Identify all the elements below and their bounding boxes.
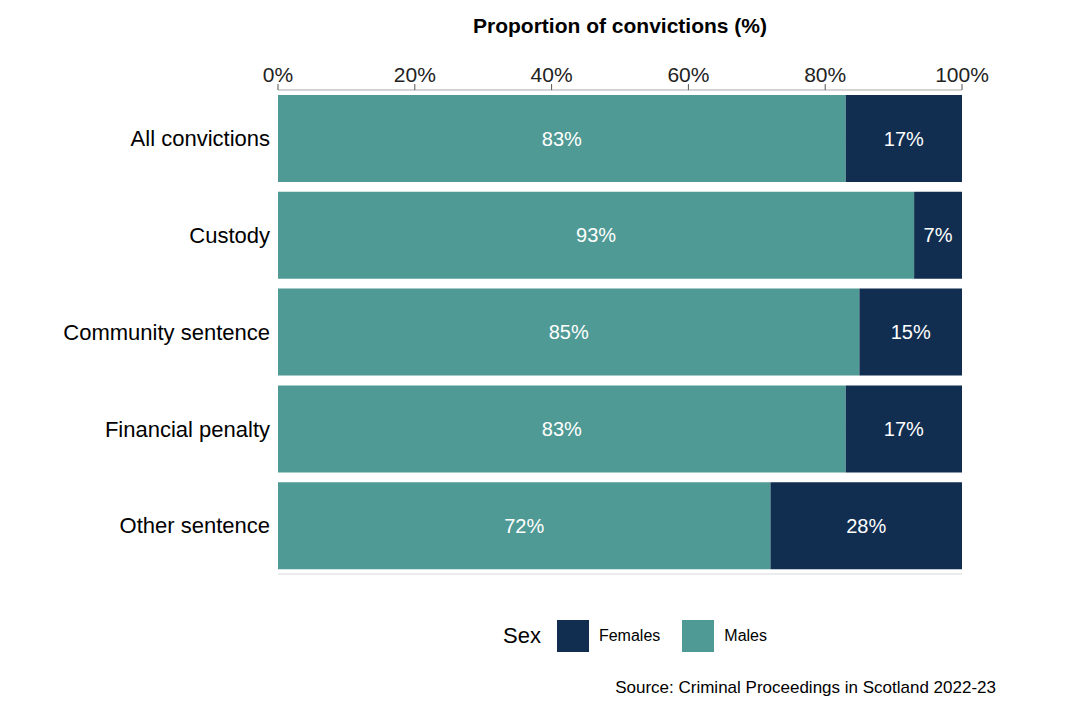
svg-text:83%: 83% xyxy=(542,128,582,150)
svg-text:17%: 17% xyxy=(884,418,924,440)
svg-text:15%: 15% xyxy=(891,321,931,343)
svg-text:Other sentence: Other sentence xyxy=(120,513,270,538)
svg-text:All convictions: All convictions xyxy=(131,126,270,151)
svg-text:100%: 100% xyxy=(935,63,989,86)
svg-text:83%: 83% xyxy=(542,418,582,440)
html-text:Sex: Sex xyxy=(503,623,541,648)
svg-text:7%: 7% xyxy=(924,224,953,246)
svg-text:17%: 17% xyxy=(884,128,924,150)
svg-text:Financial penalty: Financial penalty xyxy=(105,417,270,442)
svg-text:60%: 60% xyxy=(667,63,709,86)
svg-text:20%: 20% xyxy=(394,63,436,86)
html-text:Males: Males xyxy=(724,627,767,644)
svg-text:40%: 40% xyxy=(531,63,573,86)
svg-text:Custody: Custody xyxy=(189,223,270,248)
svg-text:28%: 28% xyxy=(846,515,886,537)
html-text:Source: Criminal Proceedings i: Source: Criminal Proceedings in Scotland… xyxy=(615,678,996,697)
svg-text:80%: 80% xyxy=(804,63,846,86)
svg-text:Proportion of convictions (%): Proportion of convictions (%) xyxy=(473,14,767,37)
svg-text:85%: 85% xyxy=(549,321,589,343)
svg-text:0%: 0% xyxy=(263,63,293,86)
svg-text:93%: 93% xyxy=(576,224,616,246)
html-text:Females: Females xyxy=(598,627,661,644)
svg-text:72%: 72% xyxy=(504,515,544,537)
svg-text:Community sentence: Community sentence xyxy=(63,320,270,345)
